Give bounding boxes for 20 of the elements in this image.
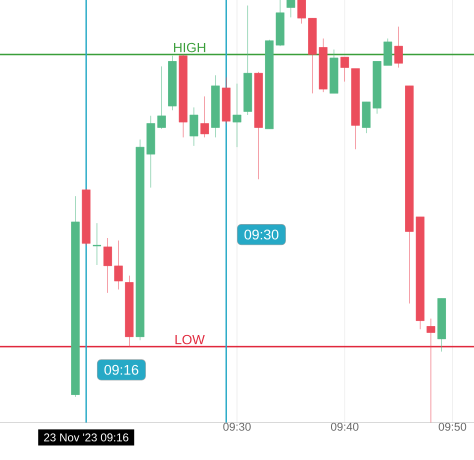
candlestick: [297, 0, 306, 24]
candlestick: [190, 106, 198, 146]
ref-line-label: 09:30: [244, 229, 278, 240]
x-tick-label: 09:50: [438, 422, 466, 431]
candlestick: [200, 96, 209, 138]
candlestick: [157, 66, 166, 130]
candlestick: [286, 0, 296, 18]
text: 23 Nov '23 09:16: [44, 433, 128, 442]
ref-line-label: HIGH: [174, 42, 206, 52]
candlestick: [114, 240, 123, 290]
candlestick: [340, 56, 350, 82]
candlestick: [394, 26, 403, 68]
x-tick-label: 09:40: [330, 422, 358, 431]
candlestick: [384, 38, 392, 66]
x-tick-label: 09:30: [223, 422, 251, 431]
ref-line-label: 09:16: [104, 364, 138, 375]
candlestick: [103, 238, 112, 294]
ref-line-label: LOW: [176, 334, 205, 344]
candlestick: [232, 83, 242, 148]
candlestick: [426, 318, 436, 423]
